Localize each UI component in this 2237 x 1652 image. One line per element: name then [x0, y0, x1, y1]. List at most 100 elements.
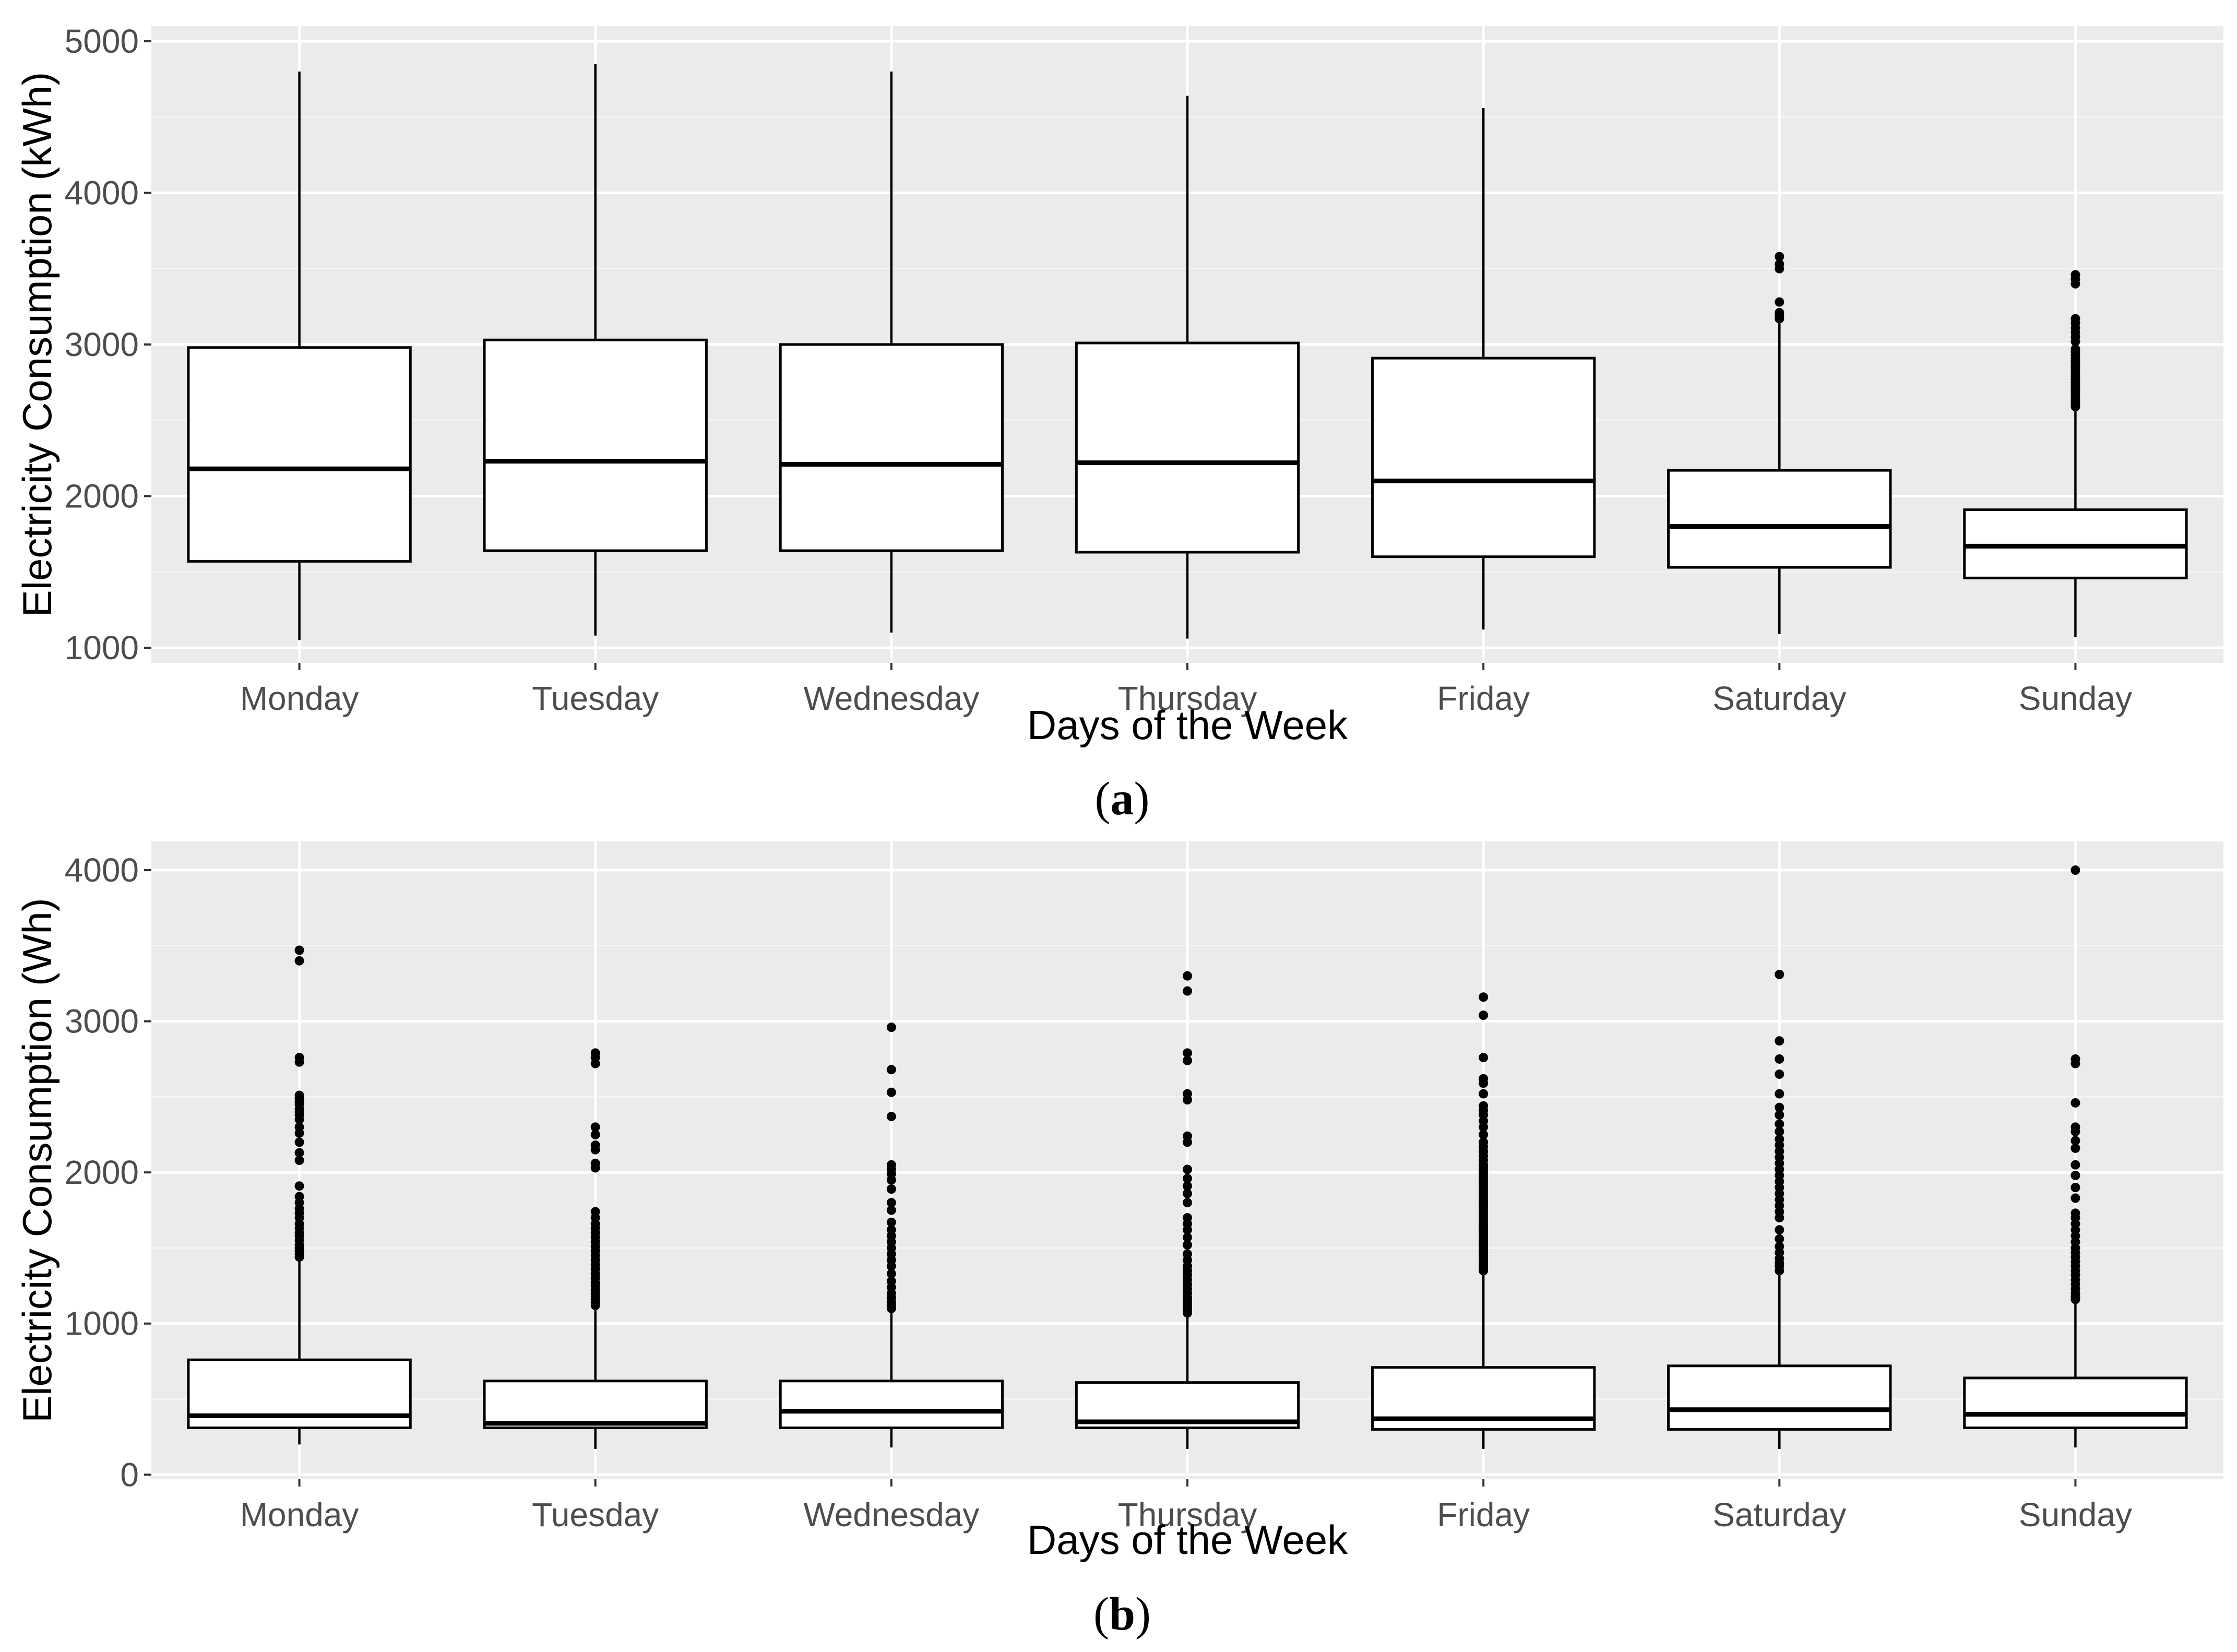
- panel-a-caption-letter: a: [1111, 773, 1134, 825]
- panel-a-x-tick-label: Saturday: [1712, 680, 1846, 717]
- outlier-point: [294, 945, 304, 955]
- outlier-point: [2071, 1208, 2080, 1218]
- panel-a-x-tick-label: Tuesday: [532, 680, 659, 717]
- iqr-box: [483, 338, 708, 552]
- outlier-point: [1479, 1089, 1489, 1099]
- outlier-point: [1775, 969, 1784, 979]
- outlier-point: [886, 1276, 896, 1286]
- outlier-point: [886, 1065, 896, 1075]
- outlier-point: [1775, 308, 1784, 317]
- outlier-point: [1775, 1119, 1784, 1129]
- panel-a-x-tick-label: Wednesday: [803, 680, 979, 717]
- outlier-point: [1183, 1181, 1192, 1191]
- outlier-point: [886, 1205, 896, 1215]
- iqr-box: [779, 343, 1004, 552]
- outlier-point: [886, 1112, 896, 1122]
- panel-b-y-tick-label: 4000: [65, 851, 139, 889]
- panel-a-box-tuesday: [483, 64, 708, 636]
- panel-a-caption: (a): [1095, 773, 1150, 825]
- outlier-point: [1183, 1089, 1192, 1099]
- panel-a-x-axis: Monday Tuesday Wednesday Thursday Friday Satu…: [240, 663, 2132, 717]
- panel-b-box-friday: [1371, 992, 1596, 1449]
- outlier-point: [2071, 1122, 2080, 1132]
- panel-a-box-thursday: [1075, 96, 1300, 639]
- outlier-point: [294, 1090, 304, 1100]
- outlier-point: [1775, 1126, 1784, 1136]
- panel-b-x-tick-label: Monday: [240, 1496, 359, 1534]
- panel-b-y-tick-label: 0: [120, 1456, 139, 1493]
- outlier-point: [1775, 252, 1784, 262]
- outlier-point: [1479, 1101, 1489, 1111]
- outlier-point: [1183, 1189, 1192, 1198]
- panel-b-caption: (b): [1093, 1588, 1151, 1640]
- outlier-point: [1183, 1198, 1192, 1208]
- outlier-point: [1775, 1102, 1784, 1112]
- panel-a-x-tick-label: Monday: [240, 680, 359, 717]
- panel-a-y-tick-label: 5000: [65, 22, 139, 60]
- outlier-point: [294, 1156, 304, 1165]
- panel-a-y-axis-title: Electricity Consumption (kWh): [14, 72, 60, 617]
- panel-b-x-tick-label: Wednesday: [803, 1496, 979, 1534]
- outlier-point: [1183, 1240, 1192, 1250]
- outlier-point: [886, 1198, 896, 1208]
- panel-b-x-tick-label: Tuesday: [532, 1496, 659, 1534]
- outlier-point: [1775, 1225, 1784, 1235]
- panel-a-box-sunday: [1963, 270, 2188, 637]
- outlier-point: [1775, 1036, 1784, 1046]
- outlier-point: [1775, 1242, 1784, 1252]
- panel-a-x-tick-label: Thursday: [1118, 680, 1257, 717]
- panel-b-x-tick-label: Sunday: [2019, 1496, 2132, 1534]
- outlier-point: [590, 1140, 600, 1150]
- panel-b-x-tick-label: Thursday: [1118, 1496, 1257, 1534]
- outlier-point: [1775, 297, 1784, 307]
- outlier-point: [1775, 1234, 1784, 1244]
- outlier-point: [2071, 1183, 2080, 1193]
- outlier-point: [1775, 1089, 1784, 1099]
- outlier-point: [2071, 1193, 2080, 1203]
- outlier-point: [1775, 1134, 1784, 1144]
- outlier-point: [1183, 1164, 1192, 1174]
- panel-b-y-axis-title: Electricity Consumption (Wh): [14, 898, 60, 1423]
- outlier-point: [294, 956, 304, 966]
- outlier-point: [2071, 314, 2080, 324]
- panel-b-caption-letter: b: [1109, 1588, 1135, 1640]
- outlier-point: [1183, 971, 1192, 981]
- outlier-point: [1183, 1232, 1192, 1242]
- panel-a-x-tick-label: Friday: [1437, 680, 1530, 717]
- panel-a-x-tick-label: Sunday: [2019, 680, 2132, 717]
- panel-a-box-saturday: [1667, 252, 1892, 634]
- panel-a-y-tick-label: 4000: [65, 174, 139, 212]
- outlier-point: [1183, 1055, 1192, 1065]
- outlier-point: [1183, 1173, 1192, 1183]
- iqr-box: [1667, 1364, 1892, 1431]
- iqr-box: [483, 1380, 708, 1430]
- panel-b-x-axis: Monday Tuesday Wednesday Thursday Friday Satu…: [240, 1479, 2132, 1534]
- panel-b: 0 1000 2000 3000 4000 Monday Tuesday Wednesday…: [14, 841, 2223, 1640]
- outlier-point: [2071, 1170, 2080, 1180]
- panel-a-x-axis-title: Days of the Week: [1027, 702, 1348, 748]
- panel-b-y-tick-label: 2000: [65, 1154, 139, 1191]
- outlier-point: [2071, 1136, 2080, 1146]
- outlier-point: [2071, 1054, 2080, 1064]
- outlier-point: [1775, 1069, 1784, 1079]
- outlier-point: [886, 1269, 896, 1279]
- outlier-point: [1183, 1213, 1192, 1223]
- panel-b-x-axis-title: Days of the Week: [1027, 1517, 1348, 1563]
- outlier-point: [1479, 992, 1489, 1002]
- panel-b-box-wednesday: [779, 1023, 1004, 1448]
- outlier-point: [590, 1158, 600, 1168]
- panel-a-box-friday: [1371, 108, 1596, 630]
- iqr-box: [1963, 1376, 2188, 1430]
- outlier-point: [2071, 1098, 2080, 1108]
- outlier-point: [1183, 1249, 1192, 1259]
- outlier-point: [294, 1181, 304, 1191]
- outlier-point: [294, 1192, 304, 1202]
- iqr-box: [187, 346, 412, 563]
- panel-b-y-tick-label: 1000: [65, 1305, 139, 1342]
- outlier-point: [886, 1217, 896, 1227]
- outlier-point: [294, 1053, 304, 1063]
- iqr-box: [1075, 341, 1300, 554]
- outlier-point: [2071, 865, 2080, 875]
- panel-a-box-monday: [187, 72, 412, 640]
